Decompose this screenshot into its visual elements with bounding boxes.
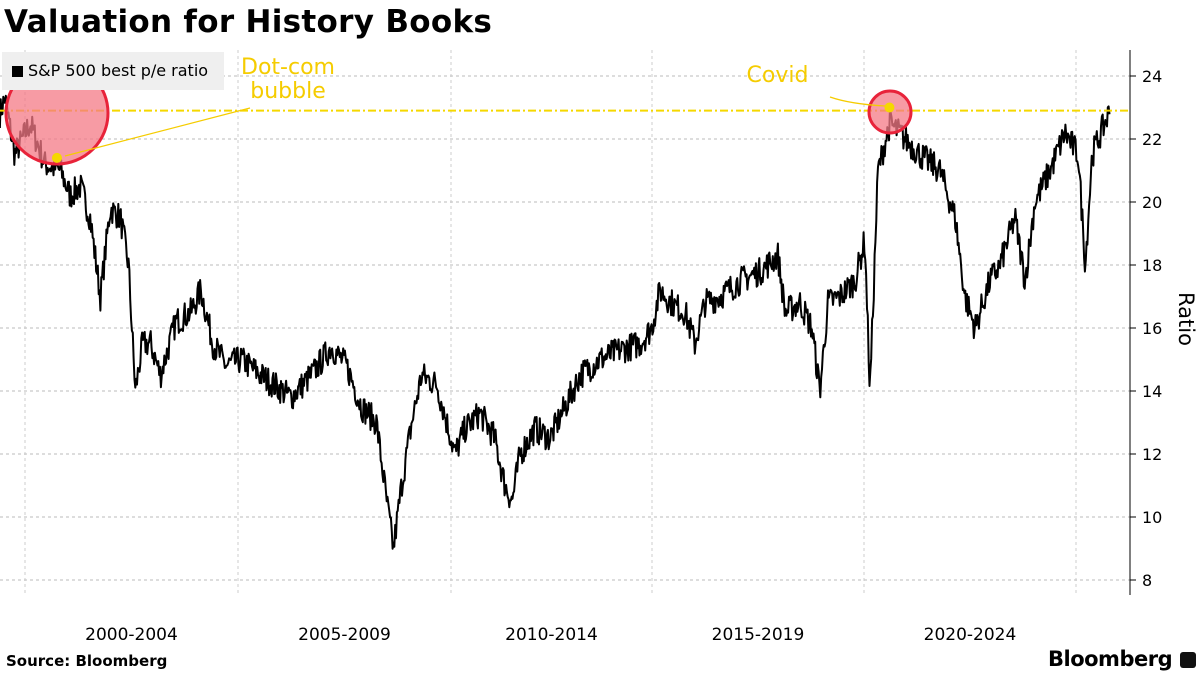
legend-swatch bbox=[12, 66, 23, 77]
bloomberg-logo: Bloomberg bbox=[1048, 647, 1173, 671]
annotation-dot-dotcom bbox=[51, 152, 62, 163]
annotation-dotcom: Dot-com bubble bbox=[241, 55, 335, 104]
y-tick-label: 8 bbox=[1142, 571, 1152, 590]
annotation-dot-covid bbox=[884, 102, 895, 113]
legend: S&P 500 best p/e ratio bbox=[2, 52, 224, 90]
x-axis: 2000-2004 2005-2009 2010-2014 2015-2019 2020… bbox=[85, 625, 1016, 645]
y-tick-label: 16 bbox=[1142, 319, 1162, 338]
y-axis: 8 10 12 14 16 18 20 22 24 bbox=[1129, 50, 1162, 595]
y-tick-label: 20 bbox=[1142, 193, 1162, 212]
y-axis-label: Ratio bbox=[1174, 292, 1198, 346]
annotation-arrow-dotcom bbox=[64, 107, 251, 157]
y-tick-label: 24 bbox=[1142, 67, 1162, 86]
bloomberg-chart-icon bbox=[1180, 652, 1196, 668]
annotation-arrow-covid bbox=[829, 96, 886, 107]
y-tick-label: 10 bbox=[1142, 508, 1162, 527]
x-tick-label: 2020-2024 bbox=[924, 625, 1017, 645]
x-tick-label: 2015-2019 bbox=[712, 625, 805, 645]
series-line-pe-ratio bbox=[0, 94, 1111, 550]
x-tick-label: 2000-2004 bbox=[85, 625, 178, 645]
x-tick-label: 2010-2014 bbox=[505, 625, 598, 645]
y-tick-label: 14 bbox=[1142, 382, 1162, 401]
x-tick-label: 2005-2009 bbox=[298, 625, 391, 645]
chart-title: Valuation for History Books bbox=[4, 4, 493, 40]
gridlines bbox=[0, 50, 1130, 595]
y-tick-label: 18 bbox=[1142, 256, 1162, 275]
source-note: Source: Bloomberg bbox=[6, 652, 168, 670]
annotation-covid: Covid bbox=[746, 63, 809, 88]
y-tick-label: 22 bbox=[1142, 130, 1162, 149]
legend-label: S&P 500 best p/e ratio bbox=[28, 61, 209, 80]
y-tick-label: 12 bbox=[1142, 445, 1162, 464]
